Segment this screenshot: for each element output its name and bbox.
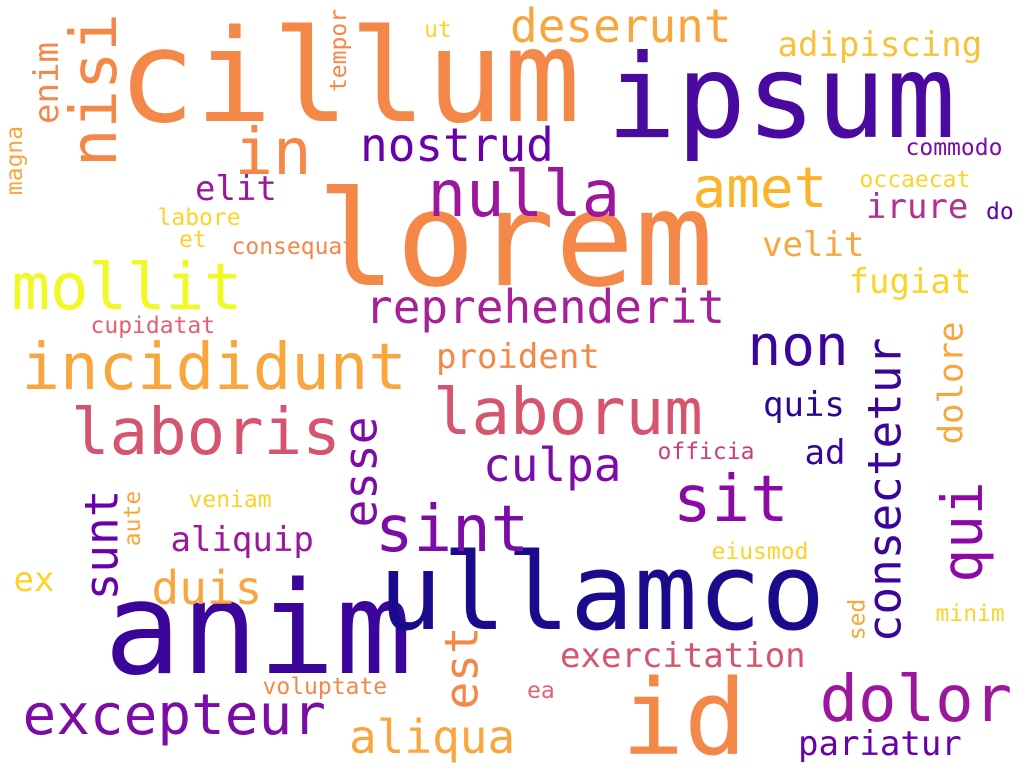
word-esse: esse [332, 416, 387, 528]
word-magna: magna [1, 125, 28, 195]
word-anim: anim [104, 555, 413, 704]
word-ipsum: ipsum [606, 30, 956, 165]
word-ea: ea [527, 677, 555, 704]
word-dolor: dolor [819, 663, 1013, 737]
word-velit: velit [762, 225, 865, 265]
word-non: non [747, 314, 849, 379]
word-ullamco: ullamco [378, 531, 826, 654]
word-amet: amet [692, 156, 828, 221]
word-et: et [179, 226, 207, 253]
word-lorem: lorem [316, 163, 714, 317]
word-sunt: sunt [73, 489, 128, 601]
word-nisi: nisi [58, 12, 133, 168]
word-culpa: culpa [483, 438, 622, 492]
word-aliqua: aliqua [349, 710, 516, 764]
word-commodo: commodo [905, 134, 1003, 161]
word-qui: qui [930, 481, 996, 583]
word-aute: aute [119, 490, 146, 546]
word-id: id [621, 657, 747, 768]
word-incididunt: incididunt [21, 331, 407, 405]
word-sed: sed [844, 598, 871, 640]
word-deserunt: deserunt [510, 0, 732, 53]
word-in: in [234, 116, 312, 190]
word-veniam: veniam [188, 486, 272, 513]
word-mollit: mollit [11, 251, 243, 325]
word-occaecat: occaecat [859, 166, 971, 193]
word-reprehenderit: reprehenderit [365, 280, 726, 334]
word-ut: ut [424, 16, 452, 43]
word-officia: officia [657, 438, 755, 465]
word-nostrud: nostrud [360, 118, 554, 172]
word-laborum: laborum [433, 376, 703, 450]
word-minim: minim [935, 600, 1005, 627]
word-est: est [434, 626, 489, 710]
word-enim: enim [26, 42, 67, 124]
word-sit: sit [673, 463, 789, 537]
word-voluptate: voluptate [262, 673, 388, 700]
word-cillum: cillum [118, 3, 581, 152]
word-adipiscing: adipiscing [777, 25, 983, 65]
word-consectetur: consectetur [856, 337, 911, 643]
word-aliquip: aliquip [170, 520, 314, 560]
word-quis: quis [763, 385, 845, 425]
word-pariatur: pariatur [798, 724, 962, 764]
word-duis: duis [151, 561, 263, 615]
word-eiusmod: eiusmod [711, 538, 809, 565]
word-fugiat: fugiat [848, 262, 972, 302]
word-cupidatat: cupidatat [90, 312, 216, 339]
word-sint: sint [375, 493, 530, 567]
word-do: do [986, 198, 1014, 225]
word-exercitation: exercitation [560, 636, 806, 676]
word-elit: elit [195, 169, 277, 209]
word-nulla: nulla [427, 158, 621, 232]
word-laboris: laboris [71, 396, 341, 470]
word-ad: ad [804, 433, 846, 473]
word-ex: ex [13, 560, 55, 600]
word-tempor: tempor [325, 8, 352, 92]
word-excepteur: excepteur [22, 683, 326, 748]
word-irure: irure [866, 187, 969, 227]
word-proident: proident [436, 337, 600, 377]
word-labore: labore [157, 204, 241, 231]
word-dolore: dolore [930, 321, 971, 445]
word-consequat: consequat [231, 233, 357, 260]
